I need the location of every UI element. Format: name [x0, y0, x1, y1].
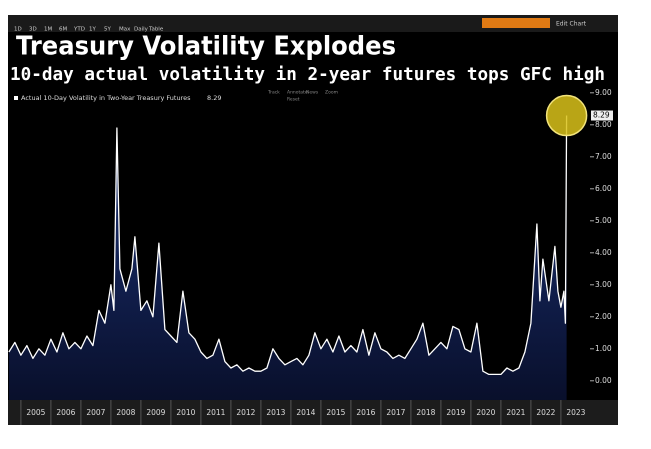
x-tick-label: 2010 [176, 408, 195, 417]
y-tick-label: 4.00 [595, 248, 612, 257]
y-tick-label: 7.00 [595, 152, 612, 161]
x-tick-label: 2011 [206, 408, 225, 417]
x-tick-label: 2006 [56, 408, 75, 417]
x-tick-label: 2022 [536, 408, 555, 417]
chart-control[interactable]: Track [267, 90, 280, 96]
toolbar-button[interactable]: 1D [14, 27, 22, 33]
chart-title: Treasury Volatility Explodes [16, 32, 396, 62]
legend-value: 8.29 [207, 94, 221, 102]
chart-control[interactable]: Annotate [287, 90, 308, 96]
y-tick-label: 9.00 [595, 88, 612, 97]
x-tick-label: 2015 [326, 408, 345, 417]
toolbar-button[interactable]: Table [148, 27, 164, 33]
toolbar-button[interactable]: 1M [44, 27, 52, 33]
chart-control[interactable]: Zoom [325, 90, 338, 96]
series-area [8, 115, 567, 400]
toolbar-button[interactable]: 1Y [89, 27, 96, 33]
toolbar-button[interactable]: YTD [73, 27, 85, 33]
edit-chart[interactable]: Edit Chart [556, 21, 587, 28]
chart-control[interactable]: Reset [287, 97, 300, 103]
x-tick-label: 2014 [296, 408, 315, 417]
x-tick-label: 2005 [26, 408, 45, 417]
toolbar-button[interactable]: Max [119, 27, 131, 33]
x-tick-label: 2021 [506, 408, 525, 417]
x-tick-label: 2012 [236, 408, 255, 417]
chart-subtitle: 10-day actual volatility in 2-year futur… [10, 64, 605, 85]
last-value-box [591, 110, 613, 121]
x-tick-label: 2009 [146, 408, 165, 417]
y-tick-label: 1.00 [595, 344, 612, 353]
last-value-label: 8.29 [593, 111, 610, 120]
x-tick-label: 2019 [446, 408, 465, 417]
toolbar [8, 15, 618, 32]
y-tick-label: 3.00 [595, 280, 612, 289]
legend-label: Actual 10-Day Volatility in Two-Year Tre… [21, 94, 191, 102]
toolbar-button[interactable]: 5Y [104, 27, 111, 33]
highlight-circle [545, 94, 588, 137]
x-tick-label: 2017 [386, 408, 405, 417]
legend-swatch [14, 96, 18, 100]
y-tick-label: 2.00 [595, 312, 612, 321]
toolbar-field[interactable] [482, 18, 550, 28]
x-tick-label: 2013 [266, 408, 285, 417]
x-tick-label: 2018 [416, 408, 435, 417]
x-tick-label: 2007 [86, 408, 105, 417]
chart-control[interactable]: News [306, 90, 319, 96]
y-tick-label: 6.00 [595, 184, 612, 193]
y-tick-label: 5.00 [595, 216, 612, 225]
toolbar-button[interactable]: 3D [29, 27, 37, 33]
x-tick-label: 2016 [356, 408, 375, 417]
toolbar-button[interactable]: 6M [59, 27, 67, 33]
x-axis-strip [8, 400, 618, 425]
y-tick-label: 8.00 [595, 120, 612, 129]
x-tick-label: 2023 [566, 408, 585, 417]
series-line [8, 115, 568, 376]
x-tick-label: 2008 [116, 408, 135, 417]
toolbar-button[interactable]: Daily [134, 27, 149, 33]
y-tick-label: 0.00 [595, 376, 612, 385]
x-tick-label: 2020 [476, 408, 495, 417]
